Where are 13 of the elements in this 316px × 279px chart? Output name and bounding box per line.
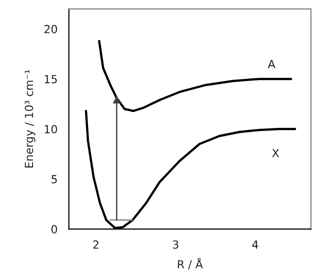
y-tick-label: 15: [44, 75, 57, 84]
line-series: [98, 40, 292, 112]
y-tick-label: 0: [51, 225, 58, 234]
y-tick-label: 5: [52, 175, 57, 184]
x-tick-label: 3: [172, 240, 178, 249]
x-tick-label: 4: [252, 240, 258, 249]
y-tick-label: 10: [44, 124, 58, 134]
y-axis-title: Energy / 10³ cm⁻¹: [24, 70, 36, 168]
x-tick-label: 2: [93, 240, 98, 249]
series-label: A: [268, 60, 276, 68]
y-tick-label: 20: [44, 24, 58, 34]
x-axis-title: R / Å: [178, 258, 203, 270]
series-label: X: [272, 148, 280, 158]
